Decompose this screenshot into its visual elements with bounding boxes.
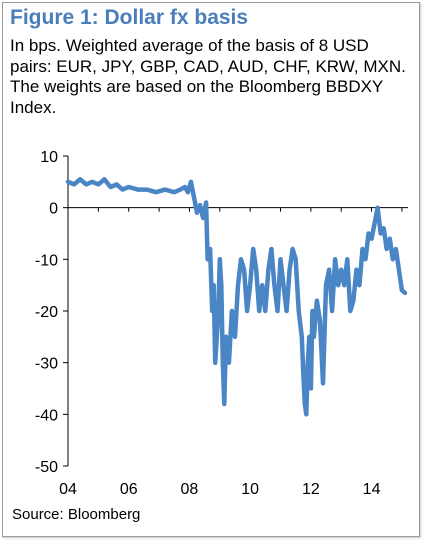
chart-title: Figure 1: Dollar fx basis: [10, 6, 249, 29]
chart-subtitle: In bps. Weighted average of the basis of…: [10, 36, 406, 117]
figure-frame: [2, 2, 420, 537]
x-tick-label: 10: [241, 481, 259, 498]
y-tick-label: 0: [49, 201, 58, 218]
y-tick-label: -50: [35, 459, 58, 476]
x-tick-label: 14: [363, 481, 381, 498]
x-tick-label: 08: [181, 481, 199, 498]
x-tick-label: 04: [59, 481, 77, 498]
y-tick-label: -10: [35, 252, 58, 269]
y-tick-label: -30: [35, 356, 58, 373]
x-tick-label: 12: [302, 481, 320, 498]
y-tick-label: 10: [40, 149, 58, 166]
x-tick-label: 06: [120, 481, 138, 498]
series-line: [65, 177, 408, 417]
y-tick-label: -40: [35, 407, 58, 424]
y-tick-label: -20: [35, 304, 58, 321]
chart-source: Source: Bloomberg: [12, 506, 141, 523]
